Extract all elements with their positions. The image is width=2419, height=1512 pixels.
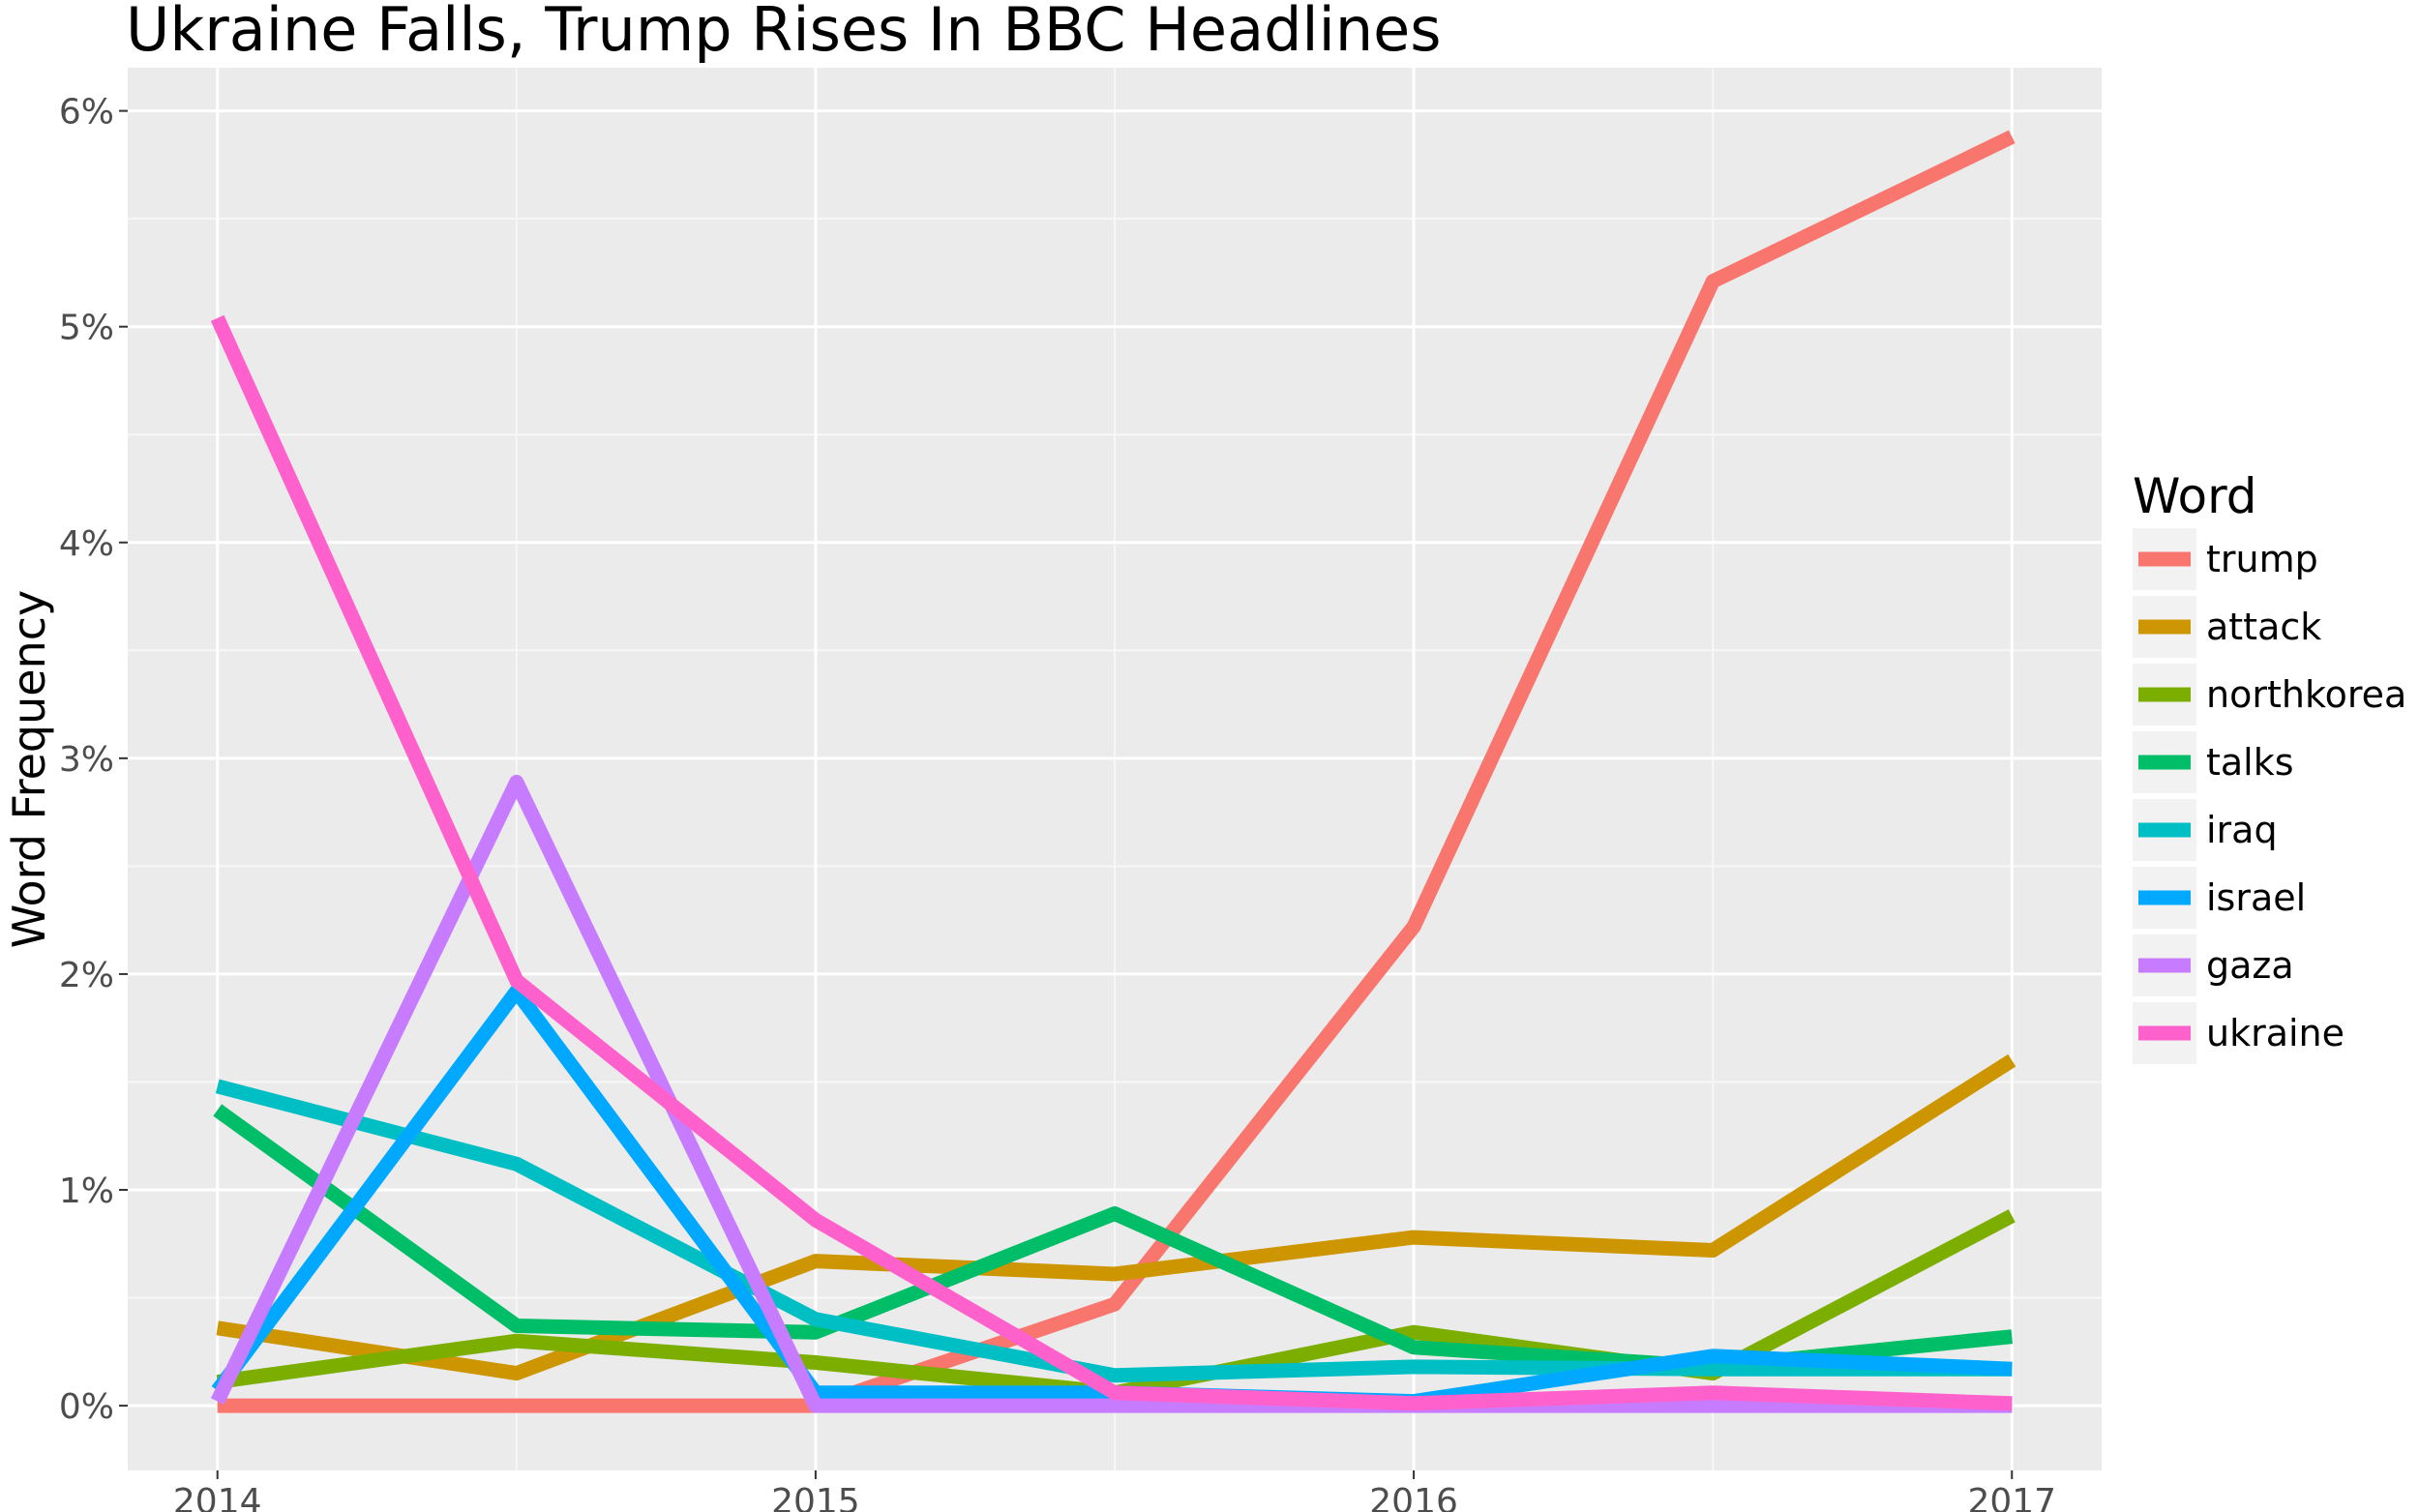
legend-label-ukraine: ukraine [2206, 1012, 2344, 1054]
x-tick-label: 2017 [1967, 1482, 2056, 1512]
grid-minor [128, 68, 2102, 1470]
y-tick-label: 4% [59, 524, 114, 564]
series-line-attack [216, 1053, 2016, 1381]
legend-label-iraq: iraq [2206, 809, 2278, 851]
legend-items: trump attack northkorea talks iraq israel gaza… [2133, 528, 2406, 1064]
legend-label-talks: talks [2206, 741, 2294, 784]
legend-title: Word [2133, 468, 2257, 524]
y-tick-label: 3% [59, 740, 114, 780]
legend-label-israel: israel [2206, 876, 2306, 919]
y-tick-label: 6% [59, 93, 114, 133]
legend-label-attack: attack [2206, 606, 2321, 648]
legend: Word trump attack northkorea talks iraq israe… [2133, 468, 2406, 1064]
series-line-iraq [215, 1079, 2013, 1383]
y-axis-label: Word Frequency [3, 590, 55, 949]
x-tick-label: 2016 [1369, 1482, 1458, 1512]
legend-label-trump: trump [2206, 538, 2318, 580]
series-line-ukraine [210, 314, 2013, 1411]
x-axis: 2014 2015 2016 2017 [173, 1470, 2056, 1512]
series-line-trump [217, 130, 2016, 1413]
x-tick-label: 2015 [771, 1482, 860, 1512]
series-line-gaza [210, 774, 2013, 1413]
y-tick-label: 0% [59, 1387, 114, 1427]
y-tick-label: 1% [59, 1171, 114, 1211]
y-axis: 0% 1% 2% 3% 4% 5% 6% [59, 93, 128, 1427]
chart-title: Ukraine Falls, Trump Rises In BBC Headli… [126, 0, 1442, 65]
y-tick-label: 2% [59, 956, 114, 995]
legend-label-northkorea: northkorea [2206, 673, 2406, 716]
x-tick-label: 2014 [173, 1482, 262, 1512]
series-lines [210, 130, 2016, 1413]
y-tick-label: 5% [59, 309, 114, 348]
legend-label-gaza: gaza [2206, 944, 2294, 987]
